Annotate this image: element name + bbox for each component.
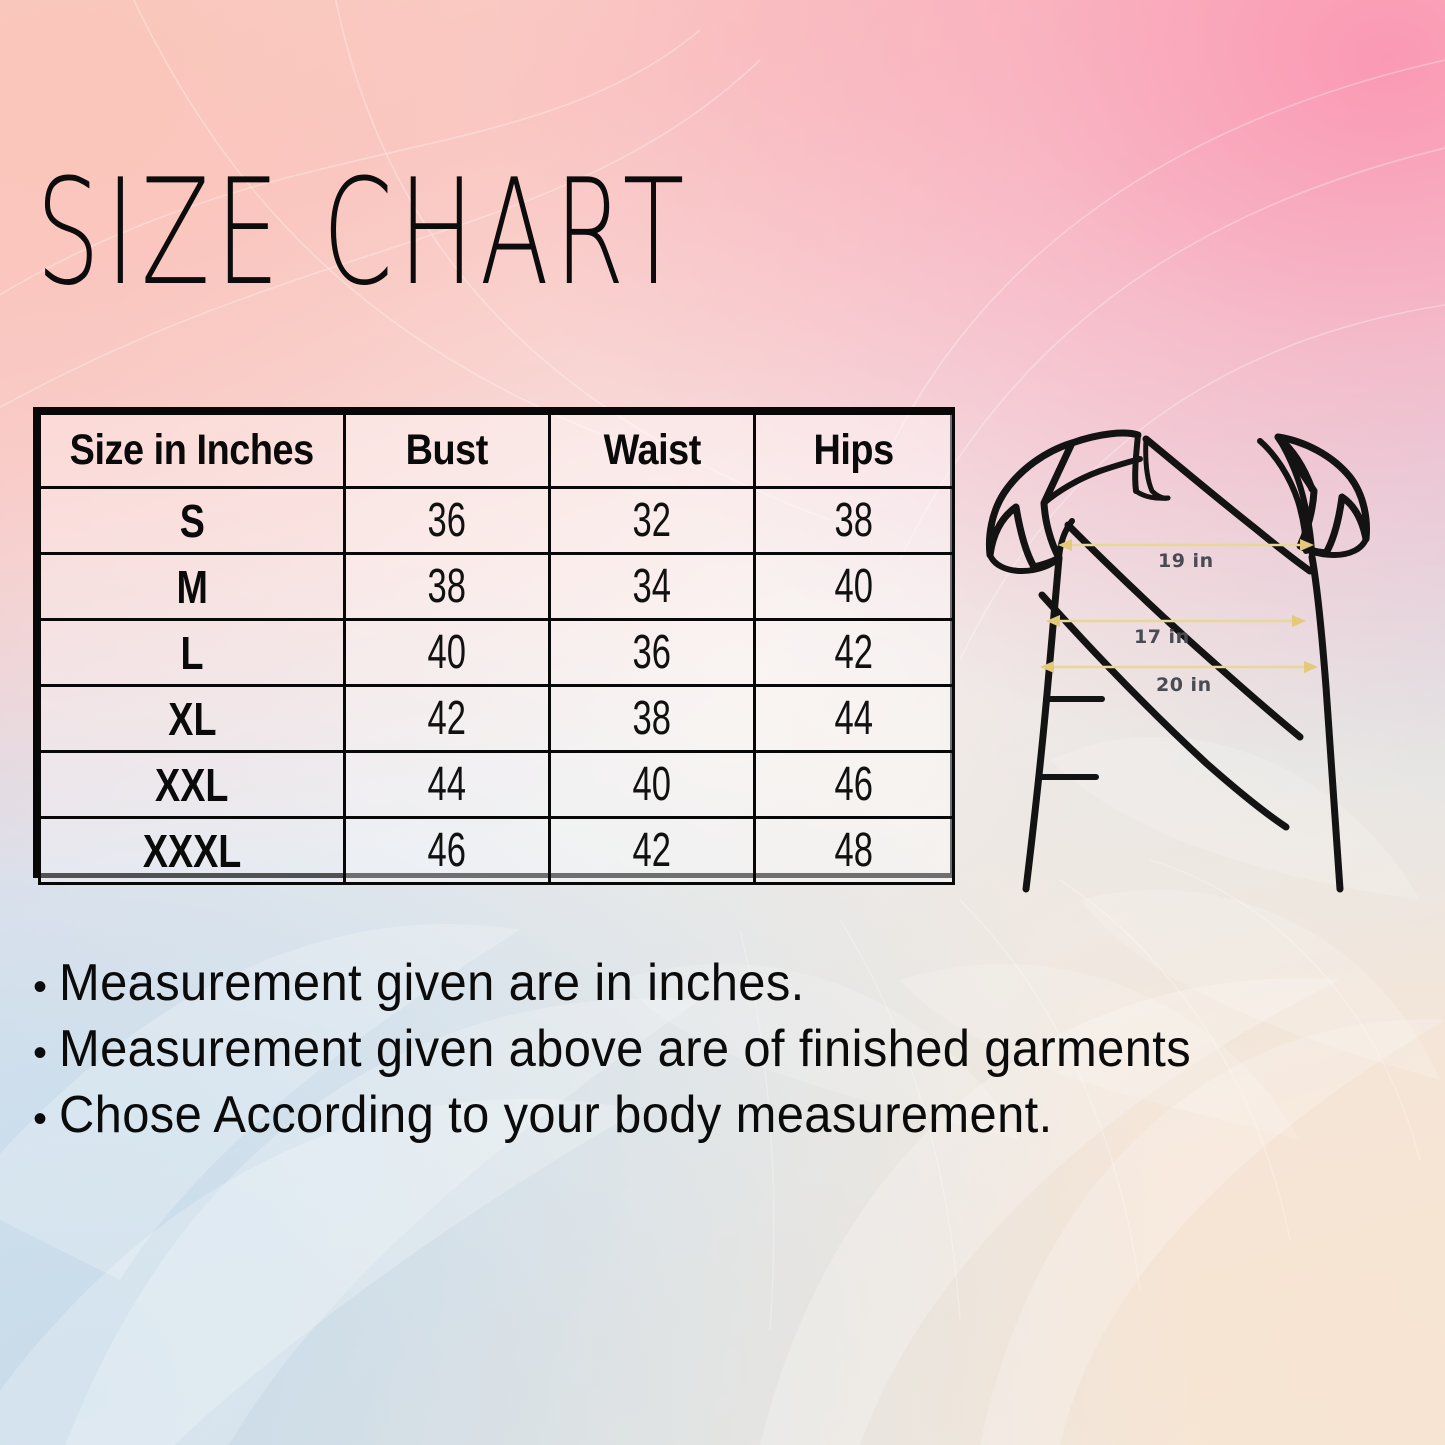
- waist-value: 34: [632, 560, 672, 613]
- cell-waist: 34: [548, 552, 756, 621]
- bust-value: 36: [427, 494, 467, 547]
- cell-bust: 40: [343, 618, 551, 687]
- bullet-icon: •: [33, 965, 48, 1009]
- size-label: XL: [167, 692, 217, 745]
- column-header-size: Size in Inches: [38, 412, 346, 489]
- list-item: • Chose According to your body measureme…: [33, 1084, 1433, 1146]
- cell-size: S: [38, 486, 346, 555]
- column-header-waist: Waist: [548, 412, 756, 489]
- measurement-bust: 19 in: [1058, 539, 1314, 572]
- table-row: M 38 34 40: [38, 552, 955, 621]
- measurement-hips: 20 in: [1040, 661, 1318, 696]
- hips-value: 48: [834, 824, 874, 877]
- cell-size: XL: [38, 684, 346, 753]
- bust-value: 38: [427, 560, 467, 613]
- cell-bust: 38: [343, 552, 551, 621]
- cell-bust: 46: [343, 816, 551, 885]
- list-item: • Measurement given are in inches.: [33, 952, 1433, 1014]
- cell-waist: 42: [548, 816, 756, 885]
- table-row: S 36 32 38: [38, 486, 955, 555]
- size-label: XXXL: [142, 824, 242, 877]
- bullet-icon: •: [33, 1097, 48, 1141]
- notes-list: • Measurement given are in inches. • Mea…: [33, 952, 1433, 1150]
- size-label: S: [179, 494, 205, 547]
- size-table: Size in Inches Bust Waist Hips S 36: [38, 412, 955, 885]
- measurement-waist: 17 in: [1046, 615, 1306, 648]
- cell-waist: 38: [548, 684, 756, 753]
- page-title: SIZE CHART: [36, 147, 690, 318]
- cell-hips: 38: [753, 486, 955, 555]
- bullet-icon: •: [33, 1031, 48, 1075]
- column-header-hips-label: Hips: [813, 426, 895, 474]
- size-table-container: Size in Inches Bust Waist Hips S 36: [33, 407, 955, 885]
- cell-size: XXL: [38, 750, 346, 819]
- cell-size: L: [38, 618, 346, 687]
- hips-value: 38: [834, 494, 874, 547]
- note-text: Chose According to your body measurement…: [59, 1086, 1053, 1144]
- cell-size: XXXL: [38, 816, 346, 885]
- hips-value: 42: [834, 626, 874, 679]
- size-label: L: [180, 626, 204, 679]
- cell-hips: 48: [753, 816, 955, 885]
- size-label: M: [176, 560, 208, 613]
- hips-value: 40: [834, 560, 874, 613]
- waist-value: 42: [632, 824, 672, 877]
- note-text: Measurement given are in inches.: [59, 954, 805, 1012]
- measurement-hips-label: 20 in: [1156, 674, 1212, 696]
- list-item: • Measurement given above are of finishe…: [33, 1018, 1433, 1080]
- measurement-waist-label: 17 in: [1134, 626, 1190, 648]
- measurement-bust-label: 19 in: [1158, 550, 1214, 572]
- cell-hips: 44: [753, 684, 955, 753]
- waist-value: 36: [632, 626, 672, 679]
- cell-bust: 36: [343, 486, 551, 555]
- cell-size: M: [38, 552, 346, 621]
- bust-value: 46: [427, 824, 467, 877]
- hips-value: 44: [834, 692, 874, 745]
- cell-hips: 46: [753, 750, 955, 819]
- cell-waist: 40: [548, 750, 756, 819]
- bust-value: 40: [427, 626, 467, 679]
- waist-value: 40: [632, 758, 672, 811]
- column-header-bust-label: Bust: [405, 426, 489, 474]
- cell-bust: 44: [343, 750, 551, 819]
- hips-value: 46: [834, 758, 874, 811]
- cell-hips: 40: [753, 552, 955, 621]
- note-text: Measurement given above are of finished …: [59, 1020, 1192, 1078]
- cell-waist: 32: [548, 486, 756, 555]
- cell-hips: 42: [753, 618, 955, 687]
- waist-value: 38: [632, 692, 672, 745]
- cell-bust: 42: [343, 684, 551, 753]
- column-header-size-label: Size in Inches: [69, 426, 315, 474]
- table-row: XXL 44 40 46: [38, 750, 955, 819]
- table-header-row: Size in Inches Bust Waist Hips: [38, 412, 955, 489]
- table-row: XXXL 46 42 48: [38, 816, 955, 885]
- column-header-hips: Hips: [753, 412, 955, 489]
- table-row: XL 42 38 44: [38, 684, 955, 753]
- column-header-waist-label: Waist: [603, 426, 701, 474]
- waist-value: 32: [632, 494, 672, 547]
- bust-value: 44: [427, 758, 467, 811]
- cell-waist: 36: [548, 618, 756, 687]
- column-header-bust: Bust: [343, 412, 551, 489]
- bust-value: 42: [427, 692, 467, 745]
- size-label: XXL: [155, 758, 229, 811]
- garment-illustration: 19 in 17 in 20 in: [985, 429, 1370, 893]
- table-row: L 40 36 42: [38, 618, 955, 687]
